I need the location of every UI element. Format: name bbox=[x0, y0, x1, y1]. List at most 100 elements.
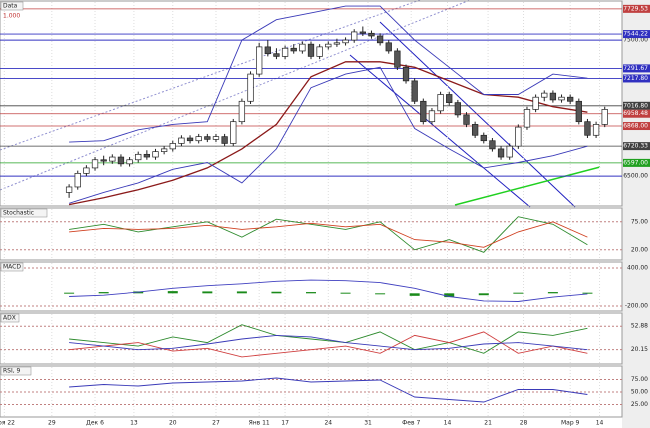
candle-body bbox=[601, 109, 608, 125]
y-tick-label: 6500.00 bbox=[623, 173, 648, 180]
candle-body bbox=[230, 121, 237, 144]
candle-body bbox=[532, 96, 539, 110]
level-label: 6720.33 bbox=[623, 143, 648, 150]
candle-body bbox=[489, 140, 496, 150]
candle-body bbox=[65, 186, 73, 193]
histogram-bar bbox=[340, 292, 351, 294]
level-label: 7729.53 bbox=[623, 5, 648, 12]
histogram-bar bbox=[375, 293, 386, 295]
histogram-bar bbox=[236, 291, 247, 294]
x-tick-label: Ноя 22 bbox=[0, 420, 15, 427]
candle-body bbox=[359, 31, 366, 34]
histogram-bar bbox=[513, 292, 524, 294]
candle-body bbox=[143, 153, 151, 158]
histogram-bar bbox=[306, 292, 316, 294]
panel-frame bbox=[0, 261, 623, 312]
candle-body bbox=[454, 102, 462, 116]
histogram-bar bbox=[98, 292, 109, 294]
panel-title: ADX bbox=[3, 315, 16, 322]
level-label-box bbox=[623, 158, 650, 167]
candle-body bbox=[126, 159, 133, 165]
x-tick-label: 31 bbox=[364, 420, 372, 427]
y-tick-label: 50.00 bbox=[631, 389, 648, 396]
histogram-bar bbox=[202, 291, 213, 294]
level-label-box bbox=[623, 74, 650, 83]
x-tick-label: 27 bbox=[212, 420, 220, 427]
x-tick-label: 14 bbox=[444, 420, 452, 427]
level-label-box bbox=[623, 122, 650, 131]
candle-body bbox=[264, 46, 271, 55]
candle-body bbox=[351, 31, 358, 41]
histogram-bar bbox=[64, 292, 75, 294]
candle-body bbox=[281, 47, 289, 57]
candle-body bbox=[567, 96, 574, 102]
candle-body bbox=[109, 156, 116, 162]
candle-body bbox=[195, 136, 202, 142]
candle-body bbox=[169, 143, 176, 150]
candle-body bbox=[506, 145, 513, 158]
y-tick-label: 20.15 bbox=[631, 346, 648, 353]
candle-body bbox=[100, 159, 107, 162]
candle-body bbox=[394, 50, 401, 68]
panel-title: RSI, 9 bbox=[3, 368, 21, 375]
level-label: 6958.48 bbox=[623, 110, 648, 117]
y-tick-label: 52.88 bbox=[631, 323, 648, 330]
indicator-line bbox=[69, 221, 588, 248]
indicator-line bbox=[68, 61, 588, 206]
level-label-box bbox=[623, 101, 650, 110]
candle-body bbox=[74, 173, 81, 188]
candle-body bbox=[368, 32, 375, 37]
candle-body bbox=[402, 66, 410, 82]
candle-body bbox=[135, 153, 142, 161]
trend-line bbox=[0, 0, 471, 191]
panel-title-box bbox=[0, 208, 48, 218]
histogram-bar bbox=[167, 291, 178, 294]
panel-title-box bbox=[0, 366, 32, 376]
panel-title-box bbox=[0, 262, 24, 272]
channel-line bbox=[349, 54, 531, 208]
y-tick-label: 25.00 bbox=[631, 401, 648, 408]
level-label-box bbox=[623, 64, 650, 73]
candle-body bbox=[307, 43, 315, 57]
panel-frame bbox=[0, 0, 623, 207]
level-label-box bbox=[623, 30, 650, 39]
x-tick-label: 13 bbox=[130, 420, 138, 427]
x-tick-label: 24 bbox=[324, 420, 332, 427]
candle-body bbox=[558, 96, 565, 101]
panel-title: Data bbox=[3, 3, 18, 10]
scale-label: 1.000 bbox=[3, 13, 20, 20]
x-tick-label: 21 bbox=[484, 420, 492, 427]
candle-body bbox=[299, 43, 306, 52]
candle-body bbox=[385, 42, 392, 52]
y-tick-label: 7500.00 bbox=[623, 37, 648, 44]
level-label-box bbox=[623, 142, 650, 151]
candle-body bbox=[342, 39, 349, 44]
panel-title-box bbox=[0, 1, 24, 11]
candle-body bbox=[592, 124, 600, 136]
indicator-line bbox=[69, 279, 588, 302]
candle-body bbox=[333, 42, 341, 45]
indicator-line bbox=[69, 331, 588, 358]
panel-title: Stochastic bbox=[3, 210, 34, 217]
y-tick-label: 400.00 bbox=[627, 265, 648, 272]
candle-body bbox=[428, 110, 436, 123]
candle-body bbox=[212, 136, 220, 140]
candle-body bbox=[117, 156, 125, 165]
candle-body bbox=[480, 134, 487, 142]
histogram-bar bbox=[409, 293, 420, 296]
candle-body bbox=[152, 151, 159, 158]
x-tick-label: 29 bbox=[48, 420, 56, 427]
candle-body bbox=[497, 148, 505, 158]
indicator-line bbox=[69, 5, 588, 143]
candle-body bbox=[471, 124, 479, 136]
panel-title-box bbox=[0, 313, 20, 323]
level-label: 7291.67 bbox=[623, 65, 648, 72]
indicator-line bbox=[69, 377, 588, 403]
candle-body bbox=[523, 109, 531, 128]
indicator-line bbox=[69, 334, 588, 351]
support-line bbox=[454, 166, 601, 206]
level-label: 7217.80 bbox=[623, 75, 648, 82]
x-tick-label: 28 bbox=[520, 420, 528, 427]
level-label: 6868.00 bbox=[623, 123, 648, 130]
candle-body bbox=[437, 94, 444, 112]
